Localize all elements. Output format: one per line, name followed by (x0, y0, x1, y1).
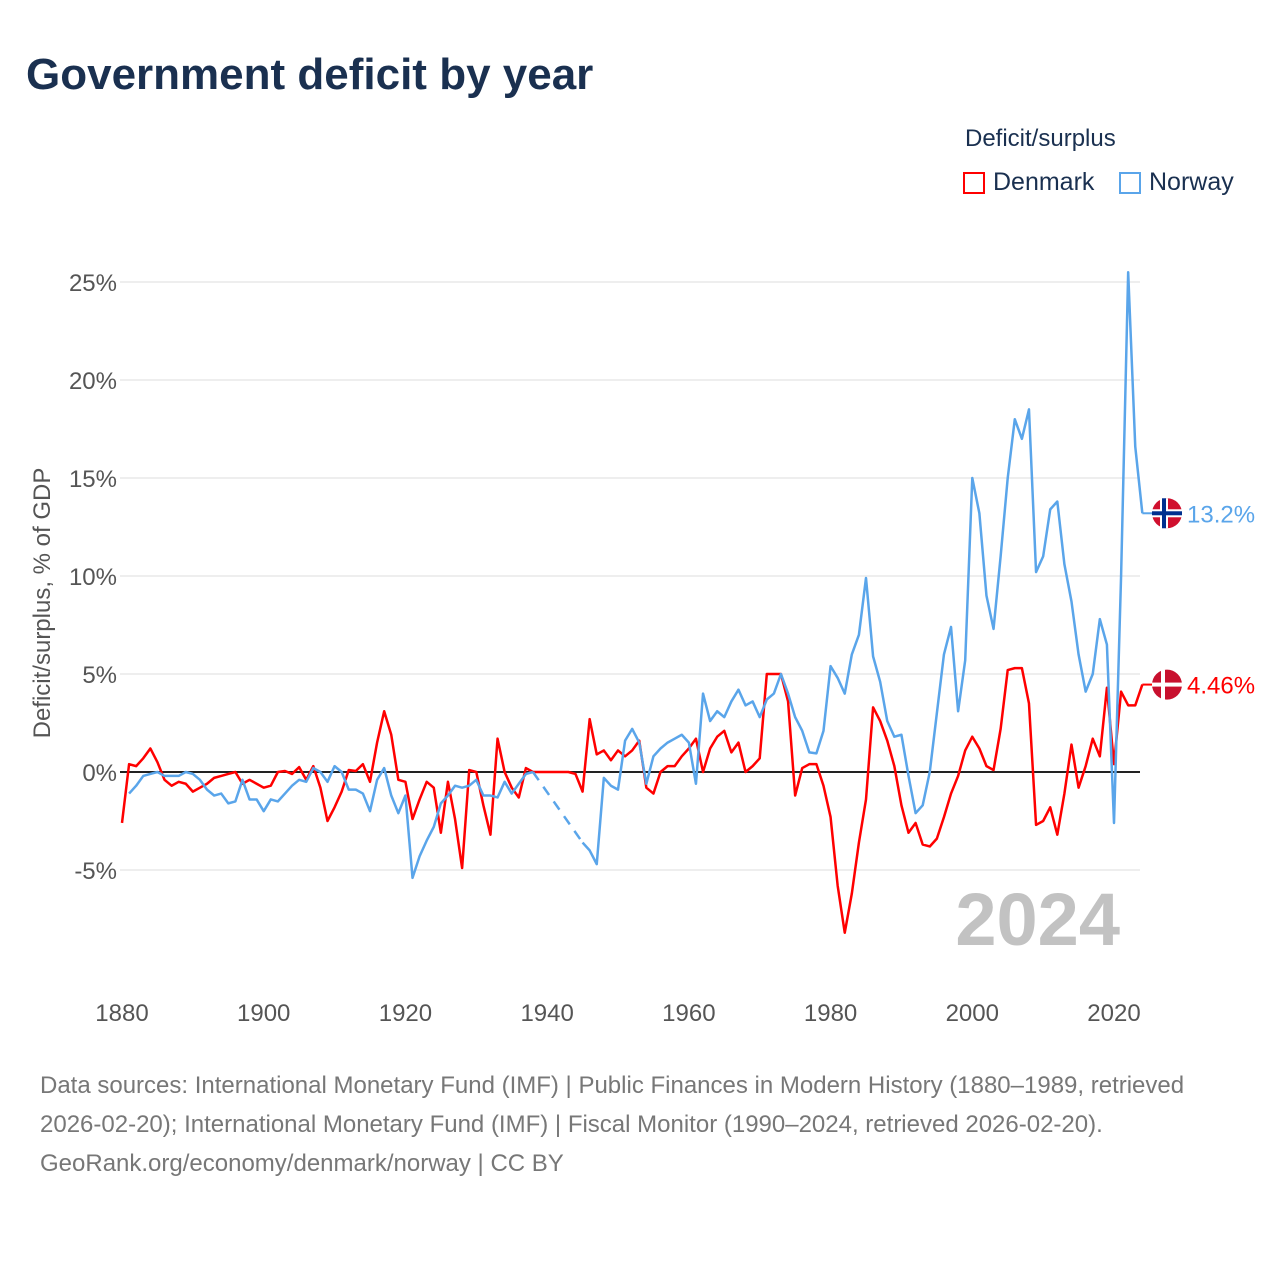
credit-link[interactable]: GeoRank.org/economy/denmark/norway | CC … (40, 1150, 564, 1177)
y-tick-label: 25% (69, 270, 117, 297)
legend-title: Deficit/surplus (965, 125, 1116, 152)
end-label-denmark: 4.46% (1187, 673, 1255, 700)
y-tick-label: 0% (82, 760, 117, 787)
line-norway (581, 270, 1144, 866)
year-watermark: 2024 (955, 878, 1120, 961)
x-tick-label: 1960 (662, 1000, 715, 1027)
x-tick-label: 1920 (379, 1000, 432, 1027)
x-tick-label: 1940 (520, 1000, 573, 1027)
x-tick-label: 1900 (237, 1000, 290, 1027)
legend-label: Norway (1149, 168, 1234, 196)
data-sources: Data sources: International Monetary Fun… (40, 1072, 1185, 1138)
x-tick-label: 2020 (1087, 1000, 1140, 1027)
y-tick-label: 10% (69, 564, 117, 591)
flag-norway-icon (1152, 498, 1182, 529)
y-tick-label: 15% (69, 466, 117, 493)
legend-item-denmark[interactable]: Denmark (963, 168, 1094, 197)
flag-cross (1152, 682, 1182, 687)
y-axis-label: Deficit/surplus, % of GDP (29, 468, 56, 739)
x-tick-label: 1880 (95, 1000, 148, 1027)
line-denmark (120, 666, 1144, 934)
y-tick-label: -5% (74, 858, 117, 885)
flag-cross (1162, 498, 1166, 529)
y-tick-label: 20% (69, 368, 117, 395)
legend-swatch-denmark (963, 171, 985, 194)
footer: Data sources: International Monetary Fun… (40, 1066, 1240, 1183)
legend-item-norway[interactable]: Norway (1119, 168, 1234, 197)
dashed-gap-norway (531, 771, 584, 844)
flag-cross (1161, 669, 1165, 700)
y-tick-label: 5% (82, 662, 117, 689)
x-tick-label: 2000 (946, 1000, 999, 1027)
legend-label: Denmark (993, 168, 1095, 196)
x-tick-label: 1980 (804, 1000, 857, 1027)
flag-denmark-icon (1152, 669, 1182, 700)
end-label-norway: 13.2% (1187, 501, 1255, 528)
chart-title: Government deficit by year (26, 50, 594, 99)
line-norway (128, 764, 534, 880)
flag-cross (1152, 511, 1182, 516)
legend-swatch-norway (1119, 171, 1141, 194)
